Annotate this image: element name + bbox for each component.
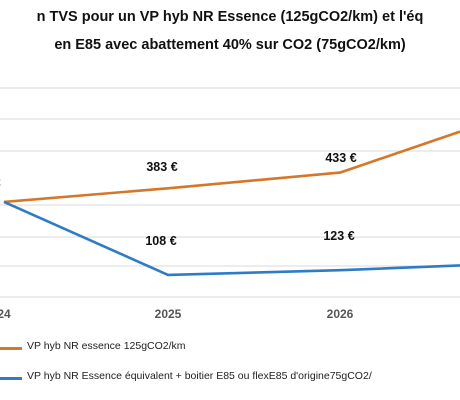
- data-label-s0-1: 383 €: [146, 160, 177, 174]
- legend-label-e85: VP hyb NR Essence équivalent + boitier E…: [27, 370, 372, 382]
- legend-label-essence: VP hyb NR essence 125gCO2/km: [27, 340, 186, 352]
- series-line-0: [3, 130, 460, 204]
- data-label-s0-0: 3 €: [0, 176, 1, 190]
- x-tick-label-0: 24: [0, 307, 11, 321]
- x-tick-label-2: 2026: [327, 307, 354, 321]
- legend-swatch-essence: [0, 347, 22, 350]
- legend-swatch-e85: [0, 377, 22, 380]
- legend: VP hyb NR essence 125gCO2/km VP hyb NR E…: [0, 335, 460, 400]
- series-line-1: [3, 200, 460, 277]
- data-label-s0-2: 433 €: [325, 151, 356, 165]
- x-tick-label-1: 2025: [155, 307, 182, 321]
- chart-title-line2: en E85 avec abattement 40% sur CO2 (75gC…: [54, 37, 406, 53]
- data-label-s1-1: 108 €: [145, 234, 176, 248]
- chart-title-line1: n TVS pour un VP hyb NR Essence (125gCO2…: [36, 9, 424, 25]
- data-label-s1-2: 123 €: [323, 229, 354, 243]
